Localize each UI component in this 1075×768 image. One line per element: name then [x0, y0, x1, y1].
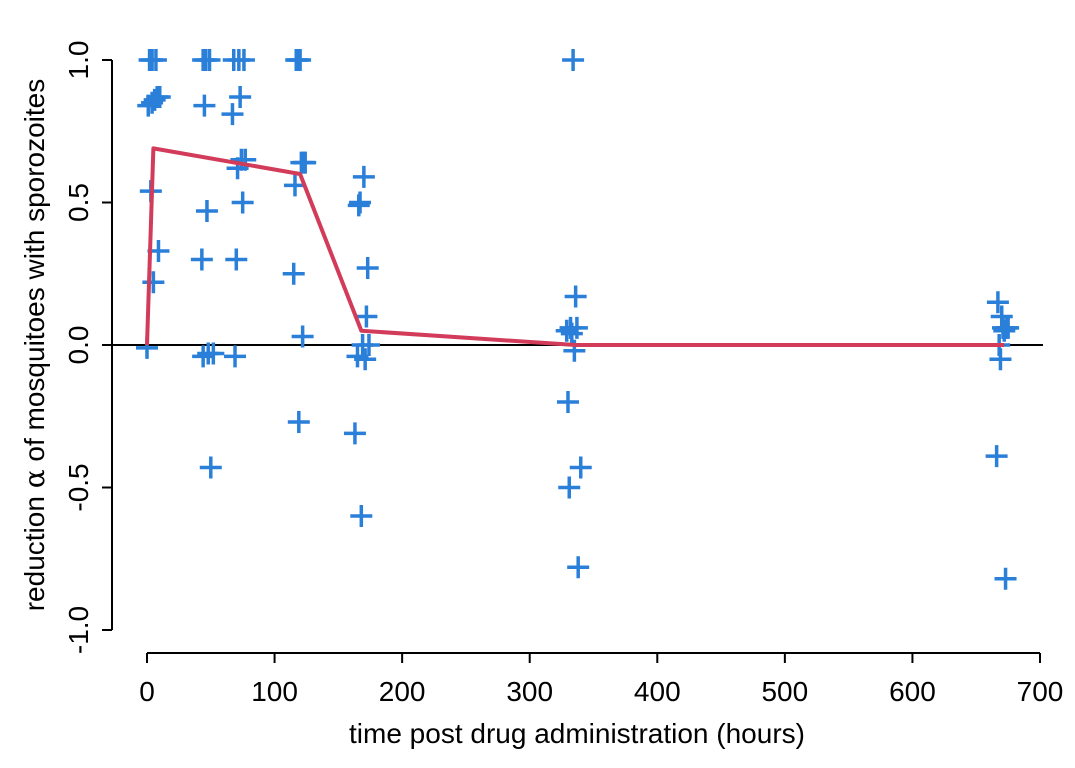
data-point [556, 391, 579, 413]
y-tick-label: 0.5 [63, 183, 94, 222]
data-point [985, 445, 1008, 468]
x-tick-label: 600 [889, 676, 936, 707]
plot-area [110, 49, 1043, 590]
data-point [560, 322, 583, 345]
data-point [997, 316, 1020, 339]
data-point [569, 456, 592, 479]
data-point [199, 456, 222, 479]
y-tick-label: 0.0 [63, 326, 94, 365]
data-point [232, 49, 255, 71]
data-point [231, 191, 254, 214]
data-point [567, 556, 590, 579]
data-point [986, 291, 1009, 314]
x-tick-label: 400 [634, 676, 681, 707]
y-tick-label: -0.5 [63, 463, 94, 511]
data-point [350, 505, 373, 527]
data-point [195, 200, 218, 223]
data-point [294, 151, 317, 174]
data-point [234, 148, 257, 171]
data-point [192, 345, 215, 368]
data-point [355, 305, 378, 328]
x-tick-label: 300 [506, 676, 553, 707]
data-point [989, 348, 1012, 371]
data-point [343, 422, 366, 445]
y-axis-title-prefix: reduction [19, 488, 50, 611]
data-point [193, 94, 216, 117]
data-point [555, 319, 578, 342]
data-point [282, 262, 305, 285]
data-point [144, 49, 167, 71]
data-point [225, 248, 248, 271]
x-axis: 0 100 200 300 400 500 600 700 [139, 652, 1064, 707]
data-point [994, 567, 1017, 590]
fit-line [145, 146, 1005, 347]
data-point [221, 103, 244, 126]
y-tick-label: 1.0 [63, 41, 94, 80]
data-point [291, 325, 314, 348]
data-point [148, 86, 171, 109]
data-point [198, 49, 221, 71]
data-point [562, 49, 585, 71]
y-axis-title-suffix: of mosquitoes with sporozoites [19, 79, 50, 470]
data-point [283, 174, 306, 197]
data-point [565, 316, 588, 339]
x-tick-label: 200 [379, 676, 426, 707]
x-tick-label: 100 [251, 676, 298, 707]
data-point [558, 476, 581, 499]
y-axis-title: reduction α of mosquitoes with sporozoit… [18, 79, 51, 612]
data-point [357, 334, 380, 356]
data-point [224, 345, 247, 368]
y-axis: -1.0 -0.5 0.0 0.5 1.0 [63, 41, 113, 654]
data-point [993, 319, 1016, 342]
data-point [289, 49, 312, 71]
data-point [202, 342, 225, 365]
data-point [287, 410, 310, 433]
data-point [354, 348, 377, 371]
data-point [190, 248, 213, 271]
y-tick-label: -1.0 [63, 606, 94, 654]
x-tick-label: 700 [1017, 676, 1064, 707]
data-point [564, 285, 587, 308]
data-point [229, 86, 252, 109]
x-tick-label: 0 [139, 676, 155, 707]
y-axis-title-symbol: α [18, 469, 51, 488]
data-point [356, 257, 379, 280]
data-point [143, 88, 166, 111]
data-point [349, 191, 372, 214]
data-point [352, 165, 375, 188]
x-axis-title: time post drug administration (hours) [349, 718, 805, 749]
x-tick-label: 500 [761, 676, 808, 707]
data-point [142, 271, 165, 294]
scatter-points [136, 49, 1020, 590]
